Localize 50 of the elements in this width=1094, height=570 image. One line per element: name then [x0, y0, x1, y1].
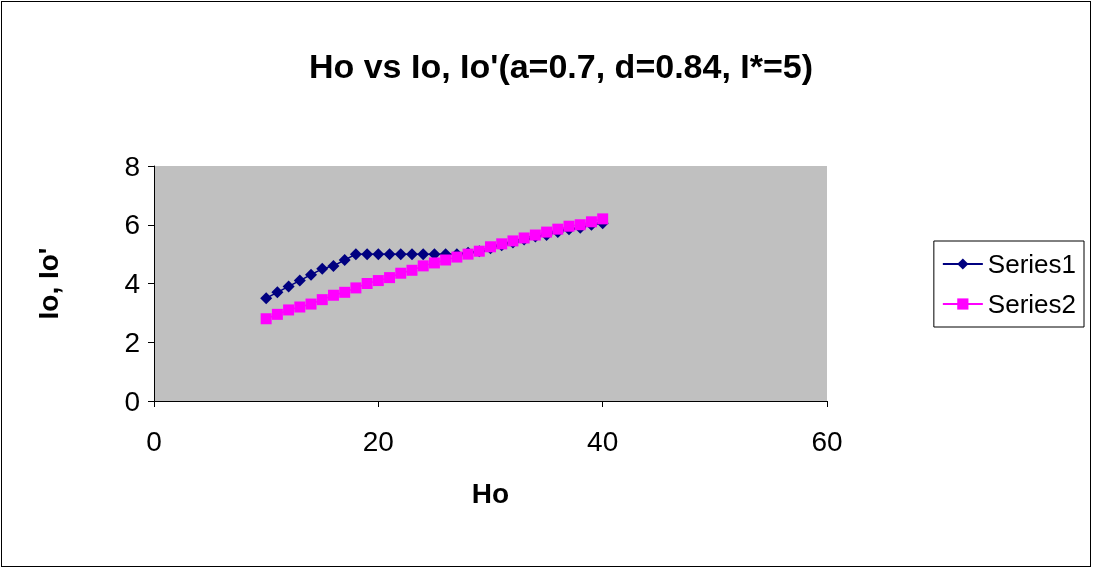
point: [316, 262, 329, 275]
point: [305, 268, 318, 281]
point: [383, 248, 396, 261]
y-tick-label: 0: [124, 385, 140, 417]
point: [417, 248, 430, 261]
y-tick-label: 4: [124, 268, 140, 299]
point: [552, 223, 564, 235]
point: [428, 257, 440, 269]
x-tick-label: 20: [362, 425, 394, 457]
x-tick-label: 40: [587, 425, 619, 457]
x-tick-label: 0: [146, 425, 162, 457]
point: [260, 313, 272, 325]
point: [349, 248, 362, 261]
point: [283, 304, 295, 316]
point: [260, 292, 273, 305]
point: [361, 278, 373, 289]
point: [395, 267, 407, 279]
point: [327, 289, 339, 301]
point: [350, 282, 362, 294]
point: [339, 286, 351, 298]
legend-label: Series1: [987, 249, 1076, 279]
point: [372, 248, 385, 261]
point: [271, 308, 283, 320]
point: [597, 213, 609, 225]
point: [417, 260, 429, 272]
point: [405, 248, 418, 261]
point: [394, 248, 407, 261]
legend-label: Series2: [987, 289, 1076, 319]
point: [338, 254, 351, 266]
y-axis-title: Io, Io': [32, 247, 64, 320]
point: [294, 301, 306, 313]
point: [305, 298, 317, 310]
x-tick-label: 60: [811, 425, 843, 457]
point: [361, 248, 374, 261]
chart-title: Ho vs Io, Io'(a=0.7, d=0.84, I*=5): [308, 47, 814, 85]
y-tick-label: 8: [124, 150, 140, 182]
point: [293, 274, 306, 287]
y-tick-label: 6: [124, 209, 140, 241]
y-tick-label: 2: [124, 326, 140, 358]
point: [282, 280, 295, 293]
point: [563, 220, 575, 232]
point: [440, 254, 452, 266]
point: [271, 286, 284, 299]
point: [316, 294, 328, 306]
point: [406, 264, 418, 276]
point: [541, 226, 553, 238]
point: [372, 275, 384, 287]
point: [384, 272, 396, 284]
point: [327, 259, 340, 272]
x-axis-title: Ho: [471, 477, 510, 509]
